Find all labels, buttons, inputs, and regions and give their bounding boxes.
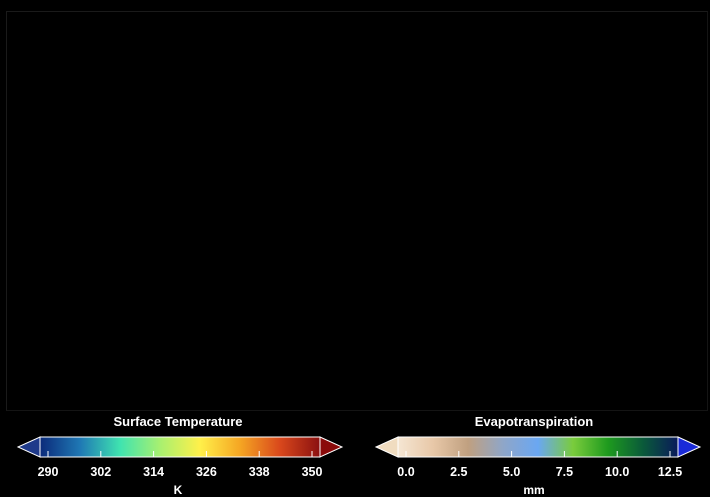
legend-unit: K bbox=[173, 483, 183, 497]
colorbar-over-arrow bbox=[677, 436, 702, 458]
colorbar-under-arrow bbox=[374, 436, 399, 458]
surface-temperature-legend: Surface Temperature 290 302 314 326 338 350 K bbox=[8, 412, 348, 497]
colorbar-tick-label: 2.5 bbox=[450, 465, 468, 479]
colorbar-tick-label: 350 bbox=[301, 465, 323, 479]
colorbar-ticks bbox=[405, 451, 671, 457]
colorbar-tick-label: 10.0 bbox=[605, 465, 630, 479]
colorbar-tick-label: 290 bbox=[37, 465, 59, 479]
colorbar-ticks bbox=[47, 451, 313, 457]
colorbar-tick-label: 338 bbox=[248, 465, 270, 479]
colorbar-tick-label: 302 bbox=[90, 465, 112, 479]
colorbar-gradient bbox=[39, 436, 321, 458]
map-viewport[interactable] bbox=[6, 11, 708, 411]
colorbar-tick-label: 326 bbox=[195, 465, 217, 479]
legend-title: Surface Temperature bbox=[113, 414, 243, 429]
colorbar-tick-label: 5.0 bbox=[502, 465, 521, 479]
colorbar-tick-label: 7.5 bbox=[555, 465, 574, 479]
colorbar-gradient bbox=[397, 436, 679, 458]
colorbar-tick-label: 12.5 bbox=[657, 465, 683, 479]
colorbar-over-arrow bbox=[319, 436, 344, 458]
colorbar-tick-label: 314 bbox=[143, 465, 165, 479]
colorbar-under-arrow bbox=[16, 436, 41, 458]
legend-unit: mm bbox=[523, 483, 545, 497]
evapotranspiration-legend: Evapotranspiration 0.0 2.5 5.0 7.5 10.0 12.5 … bbox=[364, 412, 704, 497]
legend-title: Evapotranspiration bbox=[474, 414, 594, 429]
colorbar bbox=[374, 436, 702, 458]
colorbar-tick-label: 0.0 bbox=[397, 465, 415, 479]
colorbar bbox=[16, 436, 344, 458]
